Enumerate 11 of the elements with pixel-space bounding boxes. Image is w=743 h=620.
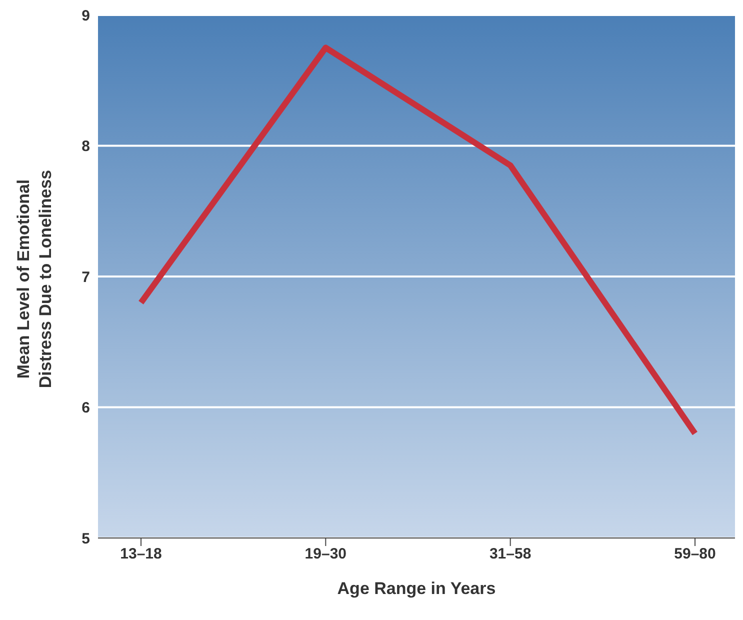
x-axis-title: Age Range in Years <box>337 579 496 598</box>
x-tick-label: 59–80 <box>674 546 716 563</box>
y-tick-label: 5 <box>82 530 90 548</box>
x-tick-label: 31–58 <box>489 546 532 563</box>
y-tick-label: 6 <box>82 400 90 417</box>
y-tick-label: 8 <box>82 138 90 156</box>
y-axis-title: Mean Level of Emotional Distress Due to Loneliness <box>13 170 56 388</box>
y-tick-label: 7 <box>82 268 90 286</box>
x-tick-label: 13–18 <box>120 546 162 563</box>
y-tick-label: 9 <box>82 7 90 24</box>
x-tick-label: 19–30 <box>304 546 347 563</box>
